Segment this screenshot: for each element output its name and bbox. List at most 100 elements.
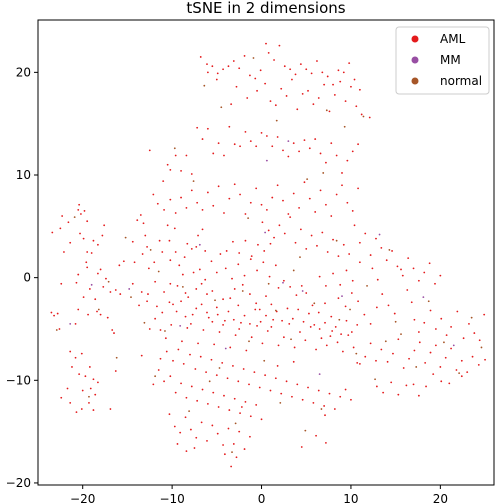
point-aml — [310, 72, 313, 75]
point-normal — [443, 341, 445, 344]
point-aml — [255, 187, 258, 190]
point-aml — [219, 253, 222, 255]
point-aml — [77, 308, 80, 311]
point-aml — [302, 320, 305, 323]
point-aml — [382, 391, 385, 394]
point-aml — [286, 307, 289, 310]
point-aml — [75, 411, 78, 414]
point-normal — [252, 57, 255, 59]
point-aml — [296, 383, 299, 386]
point-normal — [313, 302, 316, 305]
point-aml — [80, 352, 83, 355]
point-normal — [130, 296, 132, 299]
point-normal — [325, 109, 328, 112]
point-aml — [200, 421, 203, 424]
point-aml — [300, 446, 303, 448]
point-aml — [204, 250, 207, 252]
point-aml — [468, 322, 470, 325]
point-aml — [180, 196, 182, 199]
point-aml — [257, 243, 259, 246]
point-normal — [343, 125, 346, 128]
point-aml — [201, 209, 204, 211]
point-aml — [319, 189, 322, 192]
point-aml — [88, 401, 90, 404]
point-aml — [201, 228, 204, 231]
point-normal — [320, 408, 323, 410]
point-aml — [172, 303, 174, 306]
point-aml — [282, 279, 285, 282]
point-aml — [122, 260, 125, 263]
point-aml — [195, 245, 198, 248]
point-aml — [376, 278, 379, 281]
point-aml — [400, 268, 402, 271]
point-mm — [318, 373, 321, 376]
point-aml — [244, 239, 247, 242]
point-aml — [277, 344, 280, 347]
point-aml — [385, 259, 388, 262]
point-aml — [201, 388, 204, 391]
point-aml — [213, 343, 216, 346]
point-aml — [53, 314, 55, 317]
point-aml — [351, 210, 354, 212]
point-aml — [243, 274, 246, 277]
point-aml — [456, 310, 459, 313]
y-tick-label: −10 — [6, 373, 31, 387]
point-aml — [402, 367, 405, 369]
point-aml — [180, 382, 182, 385]
point-aml — [109, 291, 112, 293]
point-aml — [321, 71, 324, 74]
point-aml — [181, 273, 184, 276]
point-aml — [131, 282, 134, 285]
point-aml — [432, 373, 435, 376]
point-aml — [69, 350, 72, 353]
point-normal — [384, 340, 387, 343]
point-aml — [303, 139, 306, 142]
point-aml — [445, 334, 448, 337]
y-tick-label: 20 — [16, 65, 31, 79]
point-aml — [274, 104, 277, 107]
point-aml — [206, 293, 208, 295]
point-aml — [139, 214, 142, 216]
point-aml — [206, 439, 208, 442]
point-aml — [84, 375, 87, 378]
point-aml — [199, 56, 202, 58]
point-aml — [346, 201, 349, 204]
point-aml — [434, 328, 437, 330]
point-aml — [218, 331, 221, 333]
point-aml — [195, 436, 198, 439]
point-aml — [256, 269, 258, 272]
point-aml — [140, 354, 143, 357]
point-aml — [276, 136, 279, 138]
point-aml — [321, 231, 324, 234]
point-aml — [243, 314, 246, 317]
point-aml — [206, 71, 209, 74]
point-aml — [244, 130, 247, 133]
point-aml — [342, 71, 345, 74]
point-normal — [480, 346, 483, 349]
point-aml — [177, 348, 180, 351]
point-aml — [484, 358, 486, 361]
point-aml — [244, 400, 247, 403]
point-aml — [184, 315, 187, 318]
point-aml — [471, 355, 474, 358]
point-aml — [199, 355, 202, 358]
point-normal — [267, 282, 270, 285]
point-aml — [168, 239, 171, 242]
point-aml — [102, 285, 105, 288]
point-aml — [174, 251, 177, 253]
point-aml — [211, 290, 214, 292]
point-normal — [415, 366, 418, 368]
point-aml — [450, 347, 452, 350]
point-aml — [280, 87, 283, 90]
point-normal — [304, 429, 307, 432]
point-aml — [308, 312, 310, 315]
point-aml — [215, 374, 218, 377]
point-aml — [337, 69, 340, 72]
point-aml — [181, 340, 183, 343]
point-aml — [187, 296, 190, 299]
point-aml — [232, 443, 235, 445]
point-aml — [96, 310, 98, 313]
point-aml — [285, 95, 288, 97]
point-aml — [215, 271, 218, 274]
